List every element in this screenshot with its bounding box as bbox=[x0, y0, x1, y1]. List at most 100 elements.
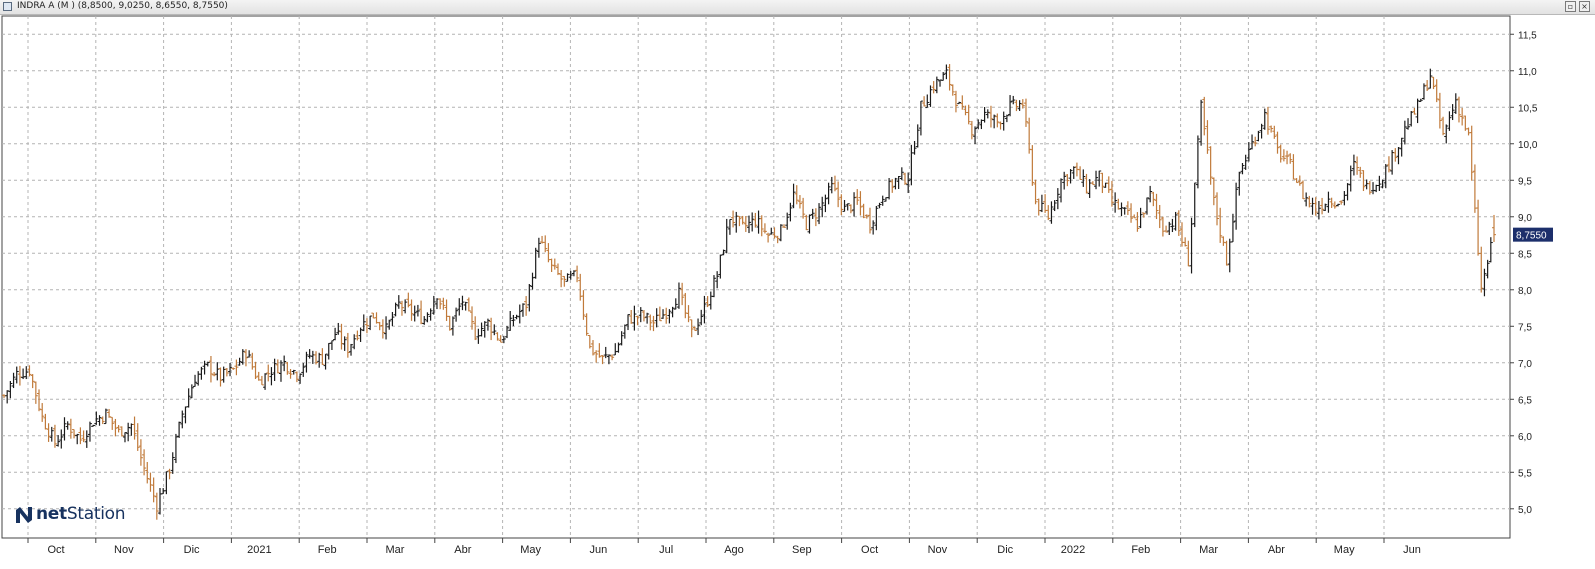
ohlc-bar bbox=[266, 364, 271, 382]
x-tick-label: Abr bbox=[454, 544, 471, 556]
ohlc-bar bbox=[24, 366, 29, 380]
ohlc-bar bbox=[1068, 169, 1073, 184]
ohlc-bar bbox=[533, 247, 538, 279]
ohlc-bar bbox=[976, 119, 981, 130]
ohlc-bar bbox=[27, 365, 32, 377]
ohlc-bar bbox=[1250, 134, 1255, 150]
ohlc-bar bbox=[269, 367, 274, 386]
ohlc-bar bbox=[1294, 178, 1299, 184]
y-tick-label: 11,5 bbox=[1518, 30, 1537, 41]
ohlc-bar bbox=[352, 334, 357, 350]
ohlc-bar bbox=[403, 299, 408, 314]
ohlc-bar bbox=[1081, 169, 1086, 187]
ohlc-bar bbox=[743, 216, 748, 232]
ohlc-bar bbox=[616, 342, 621, 353]
ohlc-bar bbox=[565, 273, 570, 282]
ohlc-bar bbox=[775, 235, 780, 244]
ohlc-bar bbox=[412, 305, 417, 322]
ohlc-bar bbox=[1339, 200, 1344, 205]
ohlc-bar bbox=[1039, 194, 1044, 213]
ohlc-bar bbox=[1367, 180, 1372, 195]
close-button[interactable]: × bbox=[1579, 1, 1590, 12]
ohlc-bar bbox=[189, 384, 194, 399]
ohlc-bar bbox=[65, 421, 70, 430]
ohlc-bar bbox=[1011, 95, 1016, 105]
ohlc-bar bbox=[1437, 92, 1442, 129]
ohlc-bar bbox=[1460, 107, 1465, 126]
ohlc-bar bbox=[1447, 111, 1452, 131]
ohlc-bars bbox=[2, 64, 1496, 520]
ohlc-bar bbox=[224, 368, 229, 377]
ohlc-bar bbox=[1062, 171, 1067, 190]
plot-area[interactable] bbox=[1, 15, 1511, 539]
ohlc-bar bbox=[571, 270, 576, 277]
ohlc-bar bbox=[651, 315, 656, 332]
ohlc-bar bbox=[1023, 98, 1028, 127]
ohlc-bar bbox=[1386, 156, 1391, 173]
ohlc-bar bbox=[1444, 124, 1449, 144]
chart-window-icon bbox=[3, 2, 12, 11]
ohlc-bar bbox=[431, 295, 436, 315]
ohlc-bar bbox=[543, 235, 548, 253]
ohlc-bar bbox=[944, 64, 949, 80]
restore-button[interactable]: ▫ bbox=[1565, 1, 1576, 12]
ohlc-bar bbox=[342, 336, 347, 351]
ohlc-bar bbox=[1119, 202, 1124, 217]
ohlc-bar bbox=[479, 322, 484, 337]
ohlc-bar bbox=[610, 354, 615, 361]
ohlc-bar bbox=[1304, 192, 1309, 207]
x-tick-label: Oct bbox=[47, 544, 64, 556]
ohlc-bar bbox=[1008, 95, 1013, 117]
ohlc-bar bbox=[562, 275, 567, 287]
ohlc-bar bbox=[718, 254, 723, 279]
ohlc-bar bbox=[84, 430, 89, 448]
ohlc-bar bbox=[151, 477, 156, 503]
ohlc-bar bbox=[1253, 136, 1258, 147]
price-chart[interactable]: 11,5 11,0 10,5 10,0 9,5 9,0 8,5 8,0 7,5 7,0 6,5 6,0… bbox=[0, 14, 1595, 569]
ohlc-bar bbox=[836, 181, 841, 208]
ohlc-bar bbox=[1281, 149, 1286, 162]
ohlc-bar bbox=[600, 355, 605, 365]
ohlc-bar bbox=[1441, 116, 1446, 136]
ohlc-bar bbox=[1033, 179, 1038, 205]
y-tick-label: 9,5 bbox=[1518, 176, 1532, 187]
ohlc-bar bbox=[823, 194, 828, 213]
ohlc-bar bbox=[1030, 145, 1035, 186]
ohlc-bar bbox=[91, 424, 96, 427]
ohlc-bar bbox=[848, 204, 853, 214]
ohlc-bar bbox=[8, 381, 13, 399]
ohlc-bar bbox=[339, 323, 344, 350]
ohlc-bar bbox=[514, 314, 519, 320]
ohlc-bar bbox=[832, 175, 837, 192]
ohlc-bar bbox=[794, 185, 799, 205]
ohlc-bar bbox=[1409, 111, 1414, 127]
ohlc-bar bbox=[1049, 201, 1054, 224]
ohlc-bar bbox=[988, 105, 993, 128]
ohlc-bar bbox=[1109, 180, 1114, 207]
ohlc-bar bbox=[1335, 203, 1340, 207]
ohlc-bar bbox=[384, 316, 389, 340]
y-tick-label: 8,5 bbox=[1518, 249, 1532, 260]
ohlc-bar bbox=[995, 113, 1000, 128]
ohlc-bar bbox=[1164, 225, 1169, 233]
y-tick-label: 7,5 bbox=[1518, 322, 1532, 333]
ohlc-bar bbox=[345, 332, 350, 358]
ohlc-bar bbox=[11, 372, 16, 389]
ohlc-bar bbox=[447, 315, 452, 331]
ohlc-bar bbox=[46, 423, 51, 442]
ohlc-bar bbox=[559, 269, 564, 288]
ohlc-bar bbox=[619, 331, 624, 346]
ohlc-bar bbox=[355, 330, 360, 341]
ohlc-bar bbox=[1262, 108, 1267, 130]
ohlc-bar bbox=[329, 340, 334, 350]
ohlc-bar bbox=[495, 332, 500, 341]
ohlc-bar bbox=[1256, 130, 1261, 142]
x-axis: Oct Nov Dic 2021 Feb Mar Abr May Jun Jul Ago Sep Oct… bbox=[27, 538, 1421, 556]
ohlc-bar bbox=[438, 298, 443, 310]
ohlc-bar bbox=[568, 270, 573, 280]
last-price-label: 8,7550 bbox=[1516, 231, 1547, 242]
ohlc-bar bbox=[934, 76, 939, 94]
ohlc-bar bbox=[323, 353, 328, 370]
y-tick-label: 6,0 bbox=[1518, 432, 1532, 443]
ohlc-bar bbox=[1224, 240, 1229, 266]
